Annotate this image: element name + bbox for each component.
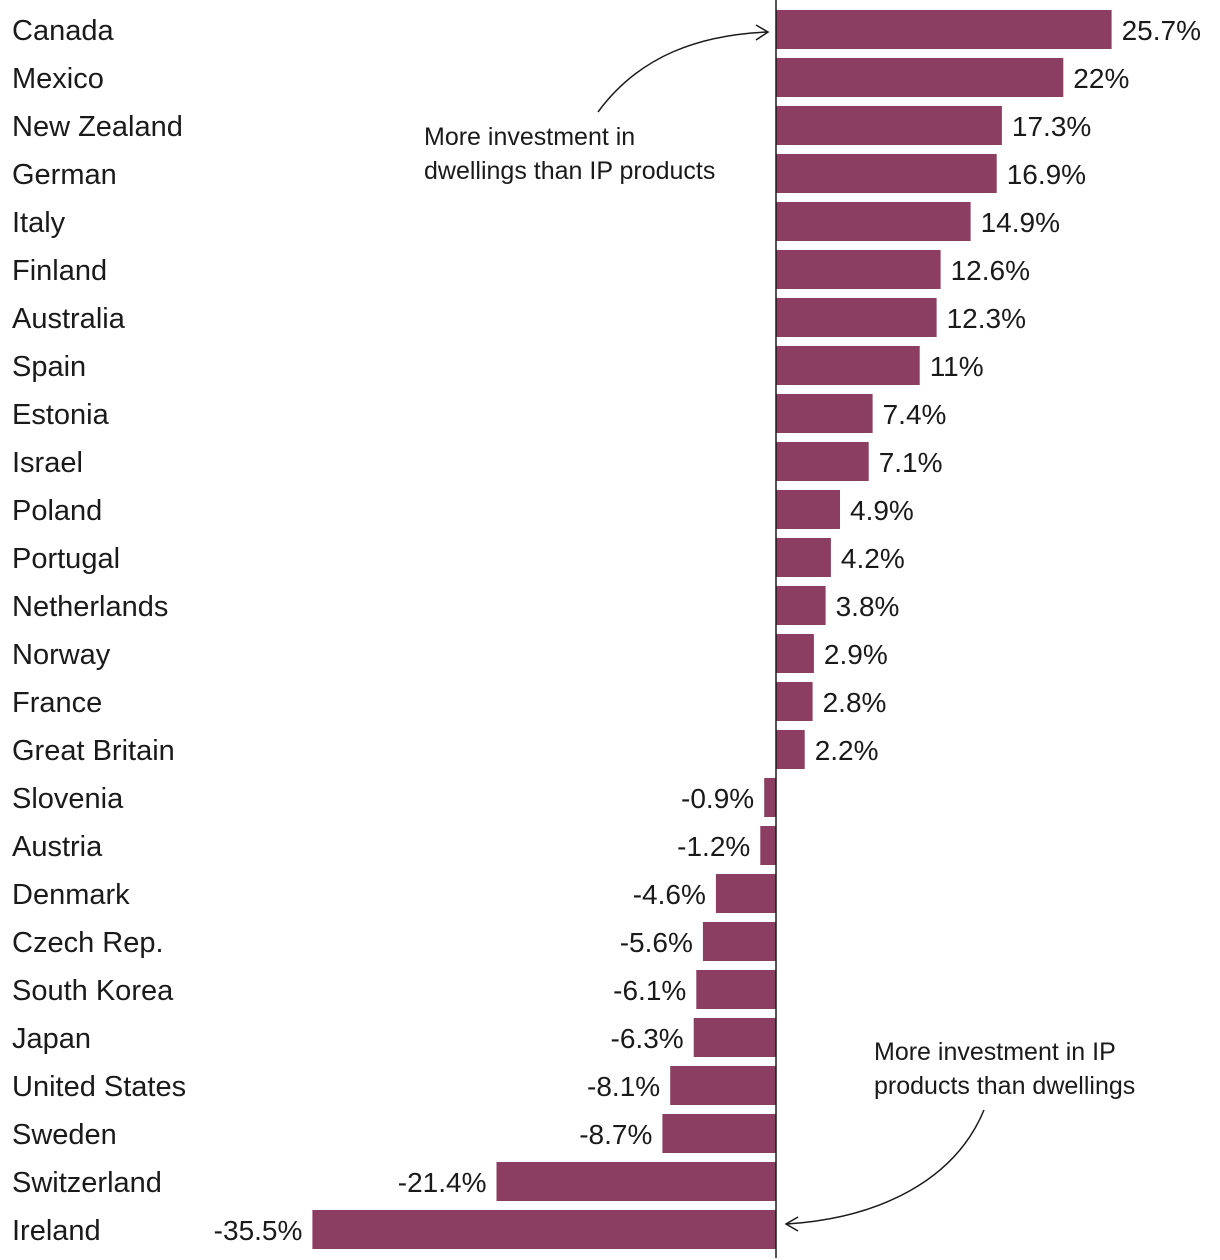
bar-mexico — [776, 58, 1064, 97]
annotation-dwellings: More investment in dwellings than IP pro… — [424, 24, 770, 185]
bar-german — [776, 154, 997, 193]
category-label-estonia: Estonia — [12, 399, 110, 431]
bar-new-zealand — [776, 106, 1002, 145]
value-label-czech-rep: -5.6% — [620, 927, 693, 958]
category-label-finland: Finland — [12, 255, 107, 287]
bar-portugal — [776, 538, 831, 577]
annotation-ip-line-2: products than dwellings — [874, 1072, 1135, 1100]
category-label-spain: Spain — [12, 351, 86, 383]
category-label-canada: Canada — [12, 15, 114, 47]
bar-sweden — [662, 1114, 776, 1153]
value-label-spain: 11% — [930, 351, 984, 382]
value-label-switzerland: -21.4% — [398, 1167, 487, 1198]
bar-united-states — [670, 1066, 776, 1105]
bar-poland — [776, 490, 840, 529]
value-label-norway: 2.9% — [824, 639, 888, 670]
value-label-italy: 14.9% — [981, 207, 1060, 238]
annotation-ip-products: More investment in IP products than dwel… — [784, 1038, 1135, 1232]
category-label-australia: Australia — [12, 303, 126, 335]
bar-denmark — [715, 874, 776, 913]
annotation-ip-line-1: More investment in IP — [874, 1038, 1116, 1066]
value-label-france: 2.8% — [823, 687, 887, 718]
bar-japan — [693, 1018, 776, 1057]
annotation-dwellings-arrowhead-icon — [755, 24, 770, 41]
value-label-australia: 12.3% — [947, 303, 1026, 334]
bar-estonia — [776, 394, 873, 433]
bar-austria — [760, 826, 776, 865]
value-label-portugal: 4.2% — [841, 543, 905, 574]
bar-switzerland — [496, 1162, 776, 1201]
category-label-mexico: Mexico — [12, 63, 104, 95]
annotation-dwellings-line-2: dwellings than IP products — [424, 157, 715, 185]
value-label-new-zealand: 17.3% — [1012, 111, 1091, 142]
bar-spain — [776, 346, 920, 385]
category-label-italy: Italy — [12, 207, 66, 239]
category-label-switzerland: Switzerland — [12, 1167, 162, 1199]
category-label-united-states: United States — [12, 1071, 186, 1103]
category-label-czech-rep: Czech Rep. — [12, 927, 164, 959]
bar-czech-rep — [702, 922, 776, 961]
annotation-ip-arrow — [786, 1109, 985, 1225]
category-label-poland: Poland — [12, 495, 102, 527]
category-label-great-britain: Great Britain — [12, 735, 175, 767]
value-label-slovenia: -0.9% — [681, 783, 754, 814]
value-label-austria: -1.2% — [677, 831, 750, 862]
bar-italy — [776, 202, 971, 241]
category-label-sweden: Sweden — [12, 1119, 117, 1151]
bar-australia — [776, 298, 937, 337]
value-label-canada: 25.7% — [1122, 15, 1201, 46]
category-label-netherlands: Netherlands — [12, 591, 168, 623]
value-label-united-states: -8.1% — [587, 1071, 660, 1102]
annotation-ip-arrowhead-icon — [784, 1216, 799, 1232]
annotation-dwellings-arrow — [597, 31, 768, 113]
bar-ireland — [312, 1210, 776, 1249]
value-label-ireland: -35.5% — [214, 1215, 303, 1246]
bar-canada — [776, 10, 1112, 49]
bar-great-britain — [776, 730, 805, 769]
value-label-mexico: 22% — [1073, 63, 1129, 94]
bars-group — [312, 10, 1112, 1249]
category-label-israel: Israel — [12, 447, 83, 479]
category-label-france: France — [12, 687, 102, 719]
value-label-sweden: -8.7% — [579, 1119, 652, 1150]
value-label-great-britain: 2.2% — [815, 735, 879, 766]
category-label-japan: Japan — [12, 1023, 91, 1055]
value-label-south-korea: -6.1% — [613, 975, 686, 1006]
value-label-israel: 7.1% — [879, 447, 943, 478]
bar-norway — [776, 634, 814, 673]
bar-finland — [776, 250, 941, 289]
category-label-new-zealand: New Zealand — [12, 111, 183, 143]
value-label-netherlands: 3.8% — [836, 591, 900, 622]
bar-slovenia — [764, 778, 776, 817]
annotation-dwellings-line-1: More investment in — [424, 123, 635, 151]
value-label-denmark: -4.6% — [633, 879, 706, 910]
value-labels: 25.7% 22% 17.3% 16.9% 14.9% 12.6% 12.3% 11% 7.4%… — [214, 15, 1201, 1246]
bar-netherlands — [776, 586, 826, 625]
category-label-austria: Austria — [12, 831, 103, 863]
category-label-german: German — [12, 159, 117, 191]
bar-israel — [776, 442, 869, 481]
value-label-poland: 4.9% — [850, 495, 914, 526]
category-label-portugal: Portugal — [12, 543, 120, 575]
category-label-south-korea: South Korea — [12, 975, 174, 1007]
value-label-finland: 12.6% — [951, 255, 1030, 286]
category-labels: Canada Mexico New Zealand German Italy Finlan… — [12, 15, 186, 1247]
value-label-estonia: 7.4% — [883, 399, 947, 430]
bar-france — [776, 682, 813, 721]
bar-south-korea — [696, 970, 776, 1009]
category-label-denmark: Denmark — [12, 879, 130, 911]
value-label-japan: -6.3% — [611, 1023, 684, 1054]
value-label-german: 16.9% — [1007, 159, 1086, 190]
category-label-slovenia: Slovenia — [12, 783, 124, 815]
category-label-ireland: Ireland — [12, 1215, 101, 1247]
category-label-norway: Norway — [12, 639, 111, 671]
